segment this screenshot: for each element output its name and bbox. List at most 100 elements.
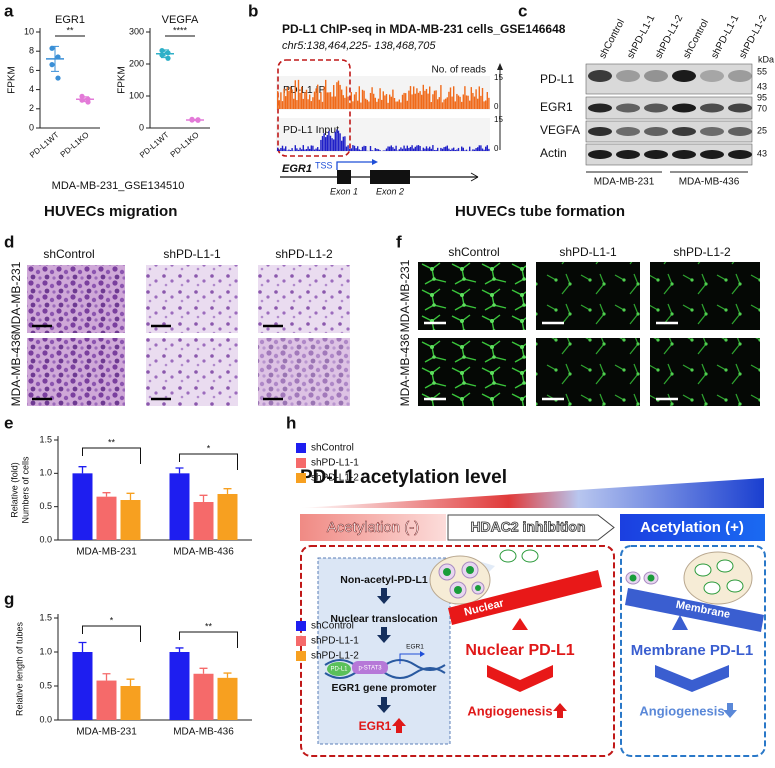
read-bar <box>456 149 457 151</box>
read-bar <box>439 97 440 109</box>
legend-swatch <box>296 621 306 631</box>
lane-label: shControl <box>681 18 711 61</box>
read-bar <box>291 89 292 109</box>
exon-label: Exon 2 <box>376 186 404 196</box>
bar <box>121 686 141 720</box>
legend-swatch <box>296 636 306 646</box>
band <box>588 104 612 113</box>
read-bar <box>360 150 361 151</box>
read-bar <box>453 86 454 109</box>
bar <box>73 652 93 720</box>
state-label: Acetylation (+) <box>640 519 744 536</box>
significance: ** <box>205 621 213 631</box>
read-bar <box>323 87 324 109</box>
pathway-step: EGR1 gene promoter <box>331 682 436 694</box>
blot-row: Actin <box>540 146 567 160</box>
y-tick-label: 1.0 <box>39 646 52 656</box>
read-bar <box>472 93 473 109</box>
read-bar <box>280 92 281 109</box>
read-bar <box>402 95 403 109</box>
band <box>644 70 668 82</box>
arrow-head <box>497 63 503 70</box>
panel-letter: e <box>4 413 13 432</box>
read-bar <box>411 94 412 109</box>
row-label: MDA-MB-436 <box>9 333 23 406</box>
data-point <box>165 50 170 55</box>
read-bar <box>480 96 481 109</box>
micrograph <box>536 262 640 330</box>
read-bar <box>303 145 304 151</box>
read-bar <box>387 146 388 151</box>
row-label: MDA-MB-231 <box>398 259 412 332</box>
x-tick-label: PD-L1WT <box>28 130 61 160</box>
band <box>616 127 640 136</box>
read-bar <box>464 86 465 109</box>
outcome-label: Angiogenesis <box>639 703 724 718</box>
read-bar <box>442 102 443 109</box>
read-bar <box>455 101 456 109</box>
legend-label: shControl <box>311 621 354 632</box>
track-name: PD-L1 Input <box>283 124 339 136</box>
error-bar <box>176 648 184 652</box>
axes <box>40 28 100 128</box>
read-bar <box>386 94 387 109</box>
read-bar <box>347 97 348 109</box>
legend-label: shPD-L1-2 <box>311 473 359 484</box>
y-tick-label: 6 <box>29 65 34 75</box>
read-bar <box>397 101 398 109</box>
cell-cluster <box>430 556 490 604</box>
panel-letter: c <box>518 1 527 20</box>
x-tick-label: PD-L1WT <box>138 130 171 160</box>
read-bar <box>378 149 379 151</box>
up-arrow <box>553 703 567 718</box>
y-axis-label: Relative (fold) <box>9 462 19 518</box>
read-bar <box>295 145 296 151</box>
blot-strip <box>586 64 752 94</box>
read-bar <box>415 94 416 109</box>
read-bar <box>325 137 326 151</box>
read-bar <box>290 87 291 109</box>
read-bar <box>469 101 470 109</box>
read-bar <box>338 131 339 151</box>
read-bar <box>351 148 352 151</box>
read-bar <box>459 97 460 109</box>
legend-swatch <box>296 473 306 483</box>
band <box>728 150 752 159</box>
read-bar <box>299 93 300 109</box>
read-bar <box>311 145 312 151</box>
marker: 43 <box>757 148 767 158</box>
read-bar <box>447 146 448 151</box>
read-bar <box>322 102 323 109</box>
track-max: 15 <box>494 115 503 124</box>
y-tick-label: 0 <box>29 122 34 132</box>
band <box>728 70 752 82</box>
read-bar <box>466 150 467 151</box>
band <box>616 150 640 159</box>
pathway-step: EGR1 <box>359 719 392 733</box>
read-bar <box>319 150 320 151</box>
read-bar <box>479 86 480 109</box>
read-bar <box>314 92 315 109</box>
read-bar <box>483 150 484 151</box>
model-panel: PD-L1 acetylation level Acetylation (-) … <box>300 467 765 756</box>
read-bar <box>451 148 452 151</box>
read-bar <box>315 88 316 109</box>
read-bar <box>464 150 465 151</box>
x-tick-label: MDA-MB-231 <box>76 547 137 558</box>
read-bar <box>335 96 336 109</box>
data-point <box>159 48 164 53</box>
read-bar <box>419 91 420 109</box>
gene-name: EGR1 <box>282 163 312 175</box>
read-bar <box>315 149 316 151</box>
read-bar <box>384 150 385 151</box>
read-bar <box>306 149 307 151</box>
read-bar <box>450 150 451 151</box>
read-bar <box>327 92 328 109</box>
read-bar <box>423 85 424 109</box>
significance: * <box>207 443 211 453</box>
read-bar <box>391 145 392 151</box>
read-bar <box>408 148 409 151</box>
lane-label: shPD-L1-1 <box>709 13 741 61</box>
read-bar <box>445 147 446 151</box>
read-bar <box>349 103 350 109</box>
